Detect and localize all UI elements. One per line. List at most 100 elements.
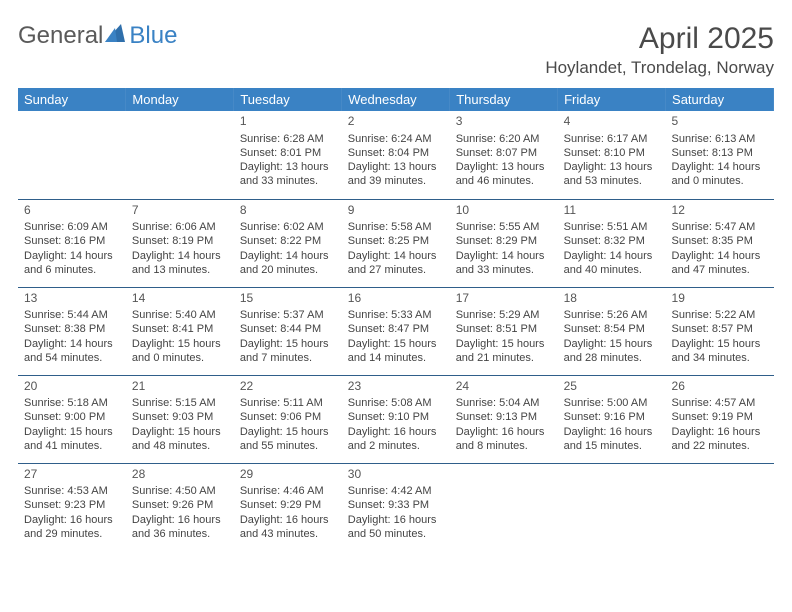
calendar-cell: 26Sunrise: 4:57 AMSunset: 9:19 PMDayligh… — [666, 375, 774, 463]
sunset-text: Sunset: 9:29 PM — [240, 498, 336, 512]
calendar-cell: 25Sunrise: 5:00 AMSunset: 9:16 PMDayligh… — [558, 375, 666, 463]
daylight-text: Daylight: 14 hours and 54 minutes. — [24, 337, 120, 366]
weekday-header: Friday — [558, 88, 666, 111]
sunrise-text: Sunrise: 4:57 AM — [672, 396, 768, 410]
sunrise-text: Sunrise: 6:20 AM — [456, 132, 552, 146]
daylight-text: Daylight: 16 hours and 8 minutes. — [456, 425, 552, 454]
sunrise-text: Sunrise: 6:24 AM — [348, 132, 444, 146]
sunrise-text: Sunrise: 5:04 AM — [456, 396, 552, 410]
calendar-cell — [558, 463, 666, 551]
location-text: Hoylandet, Trondelag, Norway — [545, 58, 774, 78]
calendar-cell — [18, 111, 126, 199]
sunset-text: Sunset: 9:10 PM — [348, 410, 444, 424]
sunset-text: Sunset: 9:00 PM — [24, 410, 120, 424]
sunset-text: Sunset: 9:26 PM — [132, 498, 228, 512]
calendar-cell: 10Sunrise: 5:55 AMSunset: 8:29 PMDayligh… — [450, 199, 558, 287]
daylight-text: Daylight: 13 hours and 53 minutes. — [564, 160, 660, 189]
daylight-text: Daylight: 15 hours and 0 minutes. — [132, 337, 228, 366]
calendar-cell: 8Sunrise: 6:02 AMSunset: 8:22 PMDaylight… — [234, 199, 342, 287]
sunset-text: Sunset: 8:51 PM — [456, 322, 552, 336]
sunset-text: Sunset: 8:10 PM — [564, 146, 660, 160]
day-number: 15 — [240, 291, 336, 307]
sunrise-text: Sunrise: 5:47 AM — [672, 220, 768, 234]
sunrise-text: Sunrise: 6:02 AM — [240, 220, 336, 234]
day-number: 23 — [348, 379, 444, 395]
calendar-cell: 12Sunrise: 5:47 AMSunset: 8:35 PMDayligh… — [666, 199, 774, 287]
day-number: 28 — [132, 467, 228, 483]
sunrise-text: Sunrise: 5:00 AM — [564, 396, 660, 410]
calendar-cell: 3Sunrise: 6:20 AMSunset: 8:07 PMDaylight… — [450, 111, 558, 199]
weekday-header: Thursday — [450, 88, 558, 111]
daylight-text: Daylight: 16 hours and 50 minutes. — [348, 513, 444, 542]
daylight-text: Daylight: 14 hours and 47 minutes. — [672, 249, 768, 278]
sunset-text: Sunset: 8:29 PM — [456, 234, 552, 248]
sunrise-text: Sunrise: 6:28 AM — [240, 132, 336, 146]
daylight-text: Daylight: 13 hours and 46 minutes. — [456, 160, 552, 189]
title-block: April 2025 Hoylandet, Trondelag, Norway — [545, 22, 774, 78]
sunset-text: Sunset: 8:54 PM — [564, 322, 660, 336]
daylight-text: Daylight: 14 hours and 0 minutes. — [672, 160, 768, 189]
sunset-text: Sunset: 9:23 PM — [24, 498, 120, 512]
sunset-text: Sunset: 8:04 PM — [348, 146, 444, 160]
calendar-cell — [450, 463, 558, 551]
sunrise-text: Sunrise: 5:11 AM — [240, 396, 336, 410]
logo-sail-icon — [103, 22, 127, 44]
sunset-text: Sunset: 8:19 PM — [132, 234, 228, 248]
calendar-cell: 27Sunrise: 4:53 AMSunset: 9:23 PMDayligh… — [18, 463, 126, 551]
sunrise-text: Sunrise: 6:13 AM — [672, 132, 768, 146]
daylight-text: Daylight: 14 hours and 20 minutes. — [240, 249, 336, 278]
day-number: 14 — [132, 291, 228, 307]
calendar-row: 13Sunrise: 5:44 AMSunset: 8:38 PMDayligh… — [18, 287, 774, 375]
daylight-text: Daylight: 14 hours and 27 minutes. — [348, 249, 444, 278]
sunset-text: Sunset: 9:16 PM — [564, 410, 660, 424]
day-number: 11 — [564, 203, 660, 219]
calendar-cell: 19Sunrise: 5:22 AMSunset: 8:57 PMDayligh… — [666, 287, 774, 375]
sunset-text: Sunset: 8:35 PM — [672, 234, 768, 248]
day-number: 20 — [24, 379, 120, 395]
weekday-header: Wednesday — [342, 88, 450, 111]
sunset-text: Sunset: 8:07 PM — [456, 146, 552, 160]
day-number: 9 — [348, 203, 444, 219]
sunset-text: Sunset: 9:33 PM — [348, 498, 444, 512]
sunrise-text: Sunrise: 5:55 AM — [456, 220, 552, 234]
daylight-text: Daylight: 15 hours and 28 minutes. — [564, 337, 660, 366]
calendar-cell: 2Sunrise: 6:24 AMSunset: 8:04 PMDaylight… — [342, 111, 450, 199]
calendar-row: 1Sunrise: 6:28 AMSunset: 8:01 PMDaylight… — [18, 111, 774, 199]
sunset-text: Sunset: 8:16 PM — [24, 234, 120, 248]
calendar-cell: 5Sunrise: 6:13 AMSunset: 8:13 PMDaylight… — [666, 111, 774, 199]
logo-text-general: General — [18, 22, 103, 50]
calendar-cell: 28Sunrise: 4:50 AMSunset: 9:26 PMDayligh… — [126, 463, 234, 551]
calendar-cell: 7Sunrise: 6:06 AMSunset: 8:19 PMDaylight… — [126, 199, 234, 287]
day-number: 17 — [456, 291, 552, 307]
sunrise-text: Sunrise: 5:08 AM — [348, 396, 444, 410]
daylight-text: Daylight: 14 hours and 6 minutes. — [24, 249, 120, 278]
day-number: 27 — [24, 467, 120, 483]
day-number: 22 — [240, 379, 336, 395]
day-number: 6 — [24, 203, 120, 219]
calendar-cell: 11Sunrise: 5:51 AMSunset: 8:32 PMDayligh… — [558, 199, 666, 287]
calendar-cell: 9Sunrise: 5:58 AMSunset: 8:25 PMDaylight… — [342, 199, 450, 287]
daylight-text: Daylight: 14 hours and 33 minutes. — [456, 249, 552, 278]
day-number: 10 — [456, 203, 552, 219]
day-number: 8 — [240, 203, 336, 219]
calendar-cell — [126, 111, 234, 199]
calendar-cell: 1Sunrise: 6:28 AMSunset: 8:01 PMDaylight… — [234, 111, 342, 199]
sunset-text: Sunset: 8:13 PM — [672, 146, 768, 160]
sunset-text: Sunset: 8:47 PM — [348, 322, 444, 336]
daylight-text: Daylight: 15 hours and 48 minutes. — [132, 425, 228, 454]
daylight-text: Daylight: 16 hours and 29 minutes. — [24, 513, 120, 542]
sunrise-text: Sunrise: 5:40 AM — [132, 308, 228, 322]
calendar-cell: 22Sunrise: 5:11 AMSunset: 9:06 PMDayligh… — [234, 375, 342, 463]
weekday-header-row: Sunday Monday Tuesday Wednesday Thursday… — [18, 88, 774, 111]
sunset-text: Sunset: 9:19 PM — [672, 410, 768, 424]
calendar-row: 6Sunrise: 6:09 AMSunset: 8:16 PMDaylight… — [18, 199, 774, 287]
sunrise-text: Sunrise: 6:09 AM — [24, 220, 120, 234]
calendar-cell: 13Sunrise: 5:44 AMSunset: 8:38 PMDayligh… — [18, 287, 126, 375]
day-number: 29 — [240, 467, 336, 483]
day-number: 24 — [456, 379, 552, 395]
daylight-text: Daylight: 15 hours and 34 minutes. — [672, 337, 768, 366]
day-number: 25 — [564, 379, 660, 395]
daylight-text: Daylight: 14 hours and 40 minutes. — [564, 249, 660, 278]
day-number: 19 — [672, 291, 768, 307]
day-number: 30 — [348, 467, 444, 483]
